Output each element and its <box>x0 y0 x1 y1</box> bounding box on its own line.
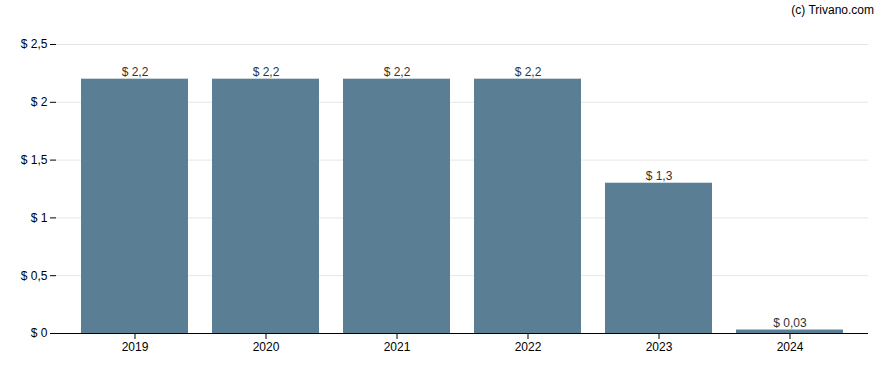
svg-text:2024: 2024 <box>777 340 804 354</box>
svg-text:2022: 2022 <box>515 340 542 354</box>
svg-text:$ 2,2: $ 2,2 <box>515 65 542 79</box>
svg-text:$ 0,5: $ 0,5 <box>21 269 48 283</box>
svg-text:$ 0,03: $ 0,03 <box>773 316 807 330</box>
svg-text:2019: 2019 <box>122 340 149 354</box>
svg-text:$ 2: $ 2 <box>31 95 48 109</box>
html-text:(c) Trivano.com: (c) Trivano.com <box>791 3 874 17</box>
svg-text:$ 0: $ 0 <box>31 326 48 340</box>
svg-text:2021: 2021 <box>384 340 411 354</box>
svg-text:$ 2,2: $ 2,2 <box>122 65 149 79</box>
svg-text:$ 2,5: $ 2,5 <box>21 37 48 51</box>
svg-text:$ 1,3: $ 1,3 <box>646 169 673 183</box>
svg-text:$ 2,2: $ 2,2 <box>253 65 280 79</box>
svg-text:$ 2,2: $ 2,2 <box>384 65 411 79</box>
svg-text:$ 1,5: $ 1,5 <box>21 153 48 167</box>
svg-text:$ 1: $ 1 <box>31 211 48 225</box>
svg-text:2023: 2023 <box>646 340 673 354</box>
svg-text:2020: 2020 <box>253 340 280 354</box>
